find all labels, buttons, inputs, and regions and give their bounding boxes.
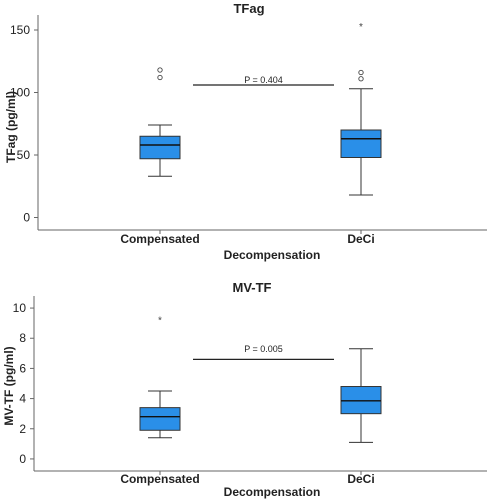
tfag-compensated-box <box>139 135 181 160</box>
mvtf-x-axis-label: Decompensation <box>224 485 321 499</box>
mvtf-p-value-label: P = 0.005 <box>244 344 283 354</box>
tfag-compensated-outlier <box>157 74 163 81</box>
tfag-y-tick-label: 50 <box>17 148 31 162</box>
tfag-panel: TFag TFag (pg/ml) Decompensation 0 50 100 1… <box>4 1 487 262</box>
mvtf-compensated-extreme-marker: * <box>158 316 162 327</box>
tfag-y-tick-label: 100 <box>10 86 30 100</box>
mvtf-y-tick-label: 6 <box>19 361 26 375</box>
tfag-deci-box <box>340 129 382 158</box>
mvtf-x-tick-label: DeCi <box>347 472 374 486</box>
mvtf-y-tick-label: 0 <box>19 452 26 466</box>
tfag-deci-outlier <box>358 69 364 76</box>
tfag-x-axis-label: Decompensation <box>224 248 321 262</box>
mvtf-y-tick-label: 10 <box>13 301 27 315</box>
mvtf-y-tick-label: 8 <box>19 331 26 345</box>
tfag-deci-extreme-marker: * <box>359 22 363 33</box>
tfag-p-value-label: P = 0.404 <box>244 75 283 85</box>
tfag-y-tick-label: 0 <box>23 211 30 225</box>
mvtf-compensated-box <box>139 407 181 431</box>
mvtf-y-axis-label: MV-TF (pg/ml) <box>2 346 16 425</box>
tfag-title: TFag <box>233 1 264 16</box>
tfag-deci-outlier <box>358 76 364 82</box>
mvtf-y-tick-label: 4 <box>19 392 26 406</box>
mvtf-y-tick-label: 2 <box>19 422 26 436</box>
tfag-compensated-outlier <box>157 67 163 73</box>
mvtf-panel: MV-TF MV-TF (pg/ml) Decompensation 0 2 4 6 8… <box>2 280 487 499</box>
mvtf-title: MV-TF <box>233 280 272 295</box>
mvtf-deci-box <box>340 386 382 415</box>
tfag-y-axis-label: TFag (pg/ml) <box>4 91 18 163</box>
mvtf-x-tick-label: Compensated <box>120 472 199 486</box>
tfag-y-tick-label: 150 <box>10 23 30 37</box>
tfag-x-tick-label: Compensated <box>120 232 199 246</box>
tfag-x-tick-label: DeCi <box>347 232 374 246</box>
